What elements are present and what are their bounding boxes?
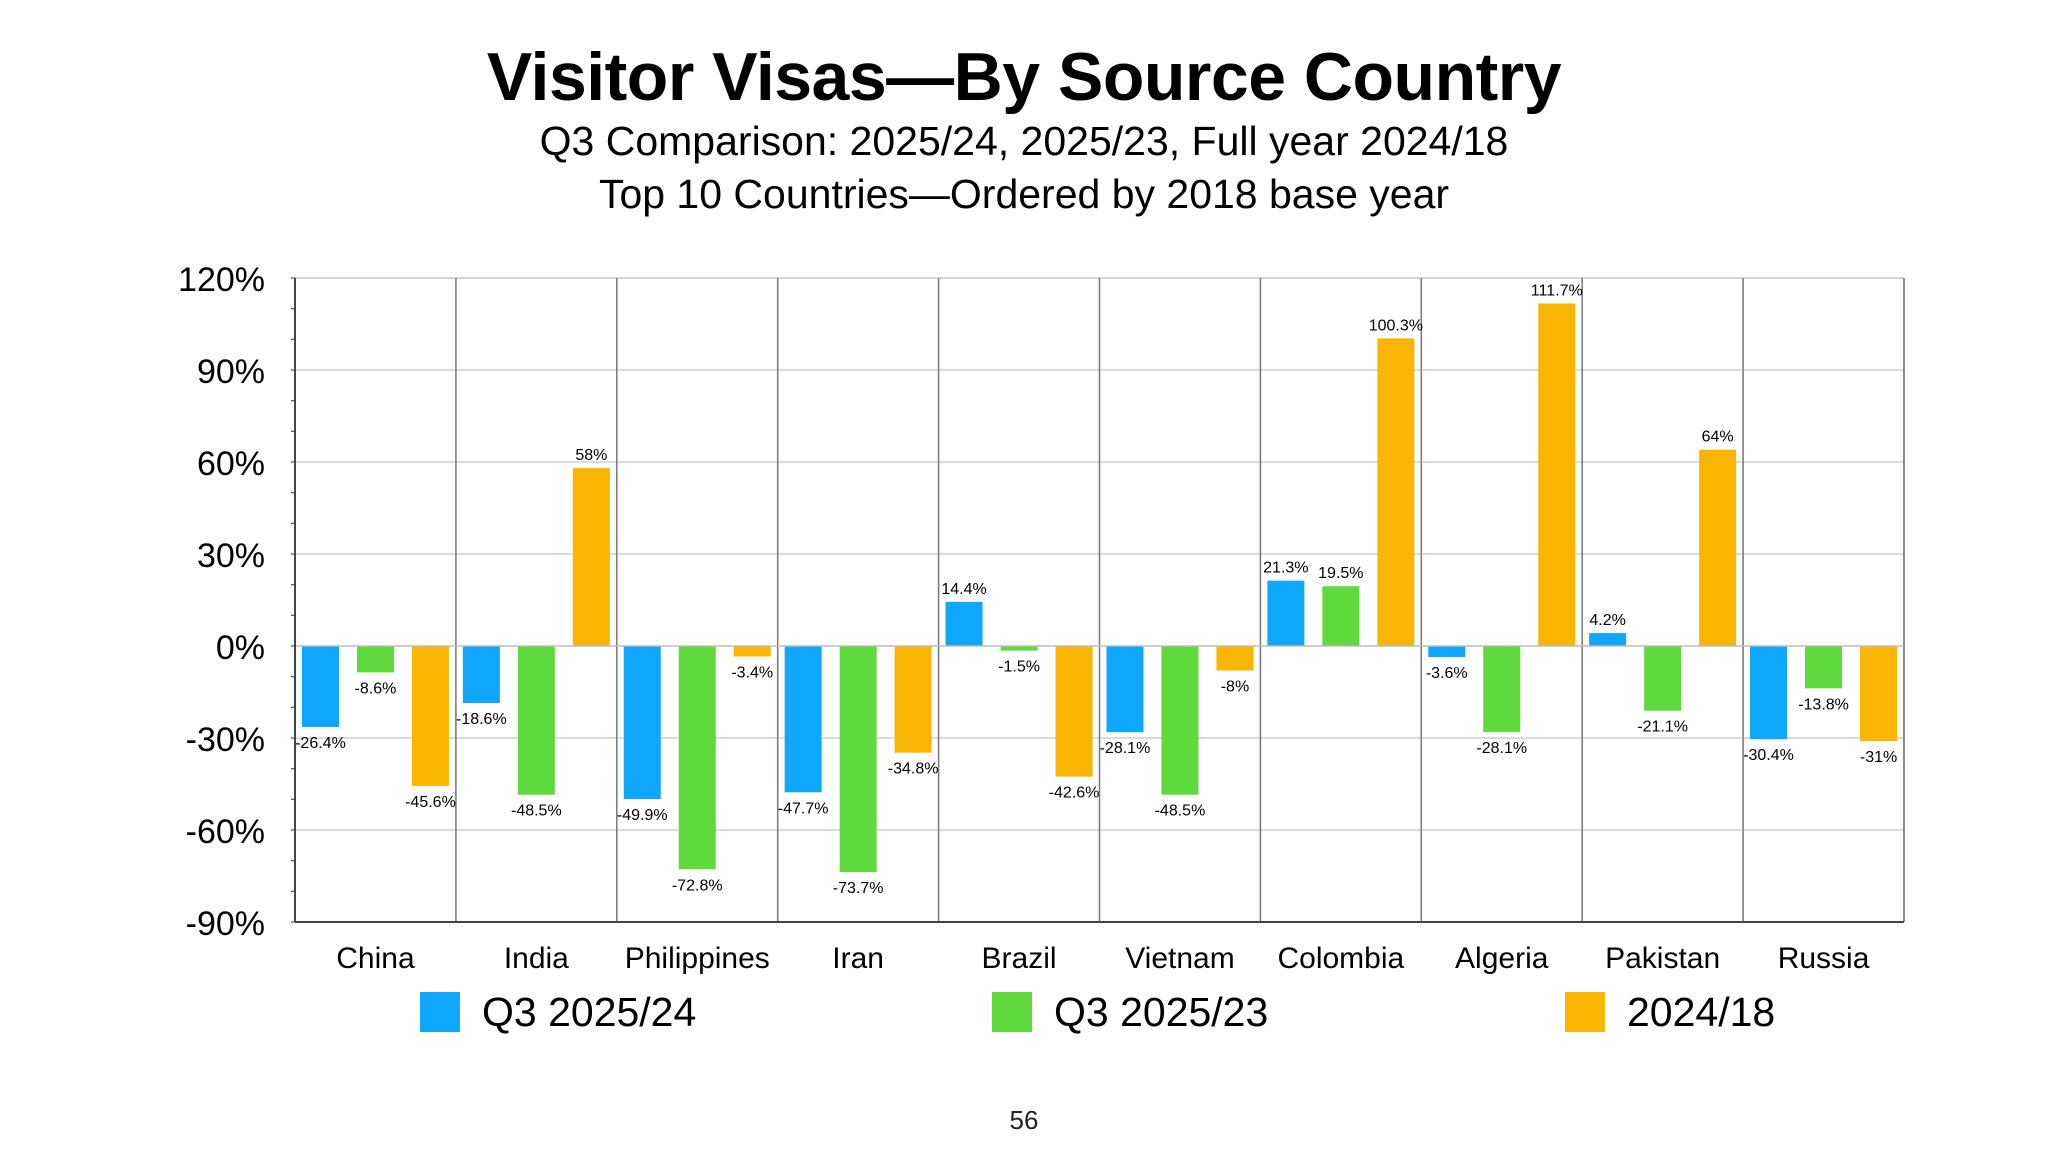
- y-tick-label: 30%: [197, 537, 265, 575]
- data-label: 58%: [575, 447, 607, 464]
- bar: [1860, 646, 1898, 742]
- x-tick-label: Pakistan: [1605, 942, 1720, 975]
- bar: [1589, 633, 1627, 646]
- data-label: -73.7%: [833, 880, 884, 897]
- data-label: -49.9%: [617, 807, 668, 824]
- data-label: -13.8%: [1798, 696, 1849, 713]
- legend-swatch: [1565, 992, 1605, 1032]
- y-tick-label: 60%: [197, 445, 265, 483]
- data-label: 4.2%: [1589, 612, 1625, 629]
- bar: [1750, 646, 1788, 740]
- bar: [1428, 646, 1466, 658]
- x-tick-label: Vietnam: [1125, 942, 1235, 975]
- data-label: -26.4%: [295, 735, 346, 752]
- page-number: 56: [1009, 1105, 1039, 1135]
- bar: [517, 646, 555, 795]
- y-tick-label: -60%: [186, 813, 265, 851]
- bar: [1699, 449, 1737, 646]
- data-label: -21.1%: [1637, 719, 1688, 736]
- x-tick-label: Philippines: [625, 942, 770, 975]
- bar: [784, 646, 822, 793]
- data-label: -28.1%: [1476, 740, 1527, 757]
- legend-item-q3-2025-23: Q3 2025/23: [992, 986, 1268, 1038]
- bar: [945, 601, 983, 646]
- bar: [894, 646, 932, 753]
- chart-subtitle-line1: Q3 Comparison: 2025/24, 2025/23, Full ye…: [539, 118, 1509, 164]
- legend-item-2024-18: 2024/18: [1565, 986, 1775, 1038]
- data-label: 19.5%: [1318, 565, 1363, 582]
- bar: [356, 646, 394, 673]
- data-label: 64%: [1702, 429, 1734, 446]
- legend-item-q3-2025-24: Q3 2025/24: [420, 986, 696, 1038]
- legend-label: Q3 2025/23: [1054, 988, 1269, 1035]
- bar: [1377, 338, 1415, 646]
- data-label: -3.6%: [1426, 665, 1468, 682]
- data-label: -28.1%: [1100, 740, 1151, 757]
- bar: [839, 646, 877, 873]
- data-label: -72.8%: [672, 877, 723, 894]
- bar: [733, 646, 771, 657]
- data-label: 100.3%: [1369, 317, 1423, 334]
- legend-swatch: [420, 992, 460, 1032]
- bar: [572, 468, 610, 646]
- bar: [1644, 646, 1682, 711]
- x-axis: China India Philippines Iran Brazil Vietnam Co…: [295, 921, 1904, 975]
- chart-subtitle-line2: Top 10 Countries—Ordered by 2018 base ye…: [598, 171, 1450, 217]
- data-label: -3.4%: [731, 664, 773, 681]
- x-tick-label: China: [336, 942, 415, 975]
- chart-title: Visitor Visas—By Source Country: [486, 39, 1562, 115]
- data-label: 14.4%: [941, 581, 986, 598]
- data-label: -48.5%: [511, 803, 562, 820]
- data-label: 111.7%: [1531, 282, 1583, 299]
- bar: [1267, 580, 1305, 646]
- x-tick-label: Brazil: [982, 942, 1057, 975]
- data-label: -8.6%: [355, 680, 397, 697]
- bar: [1483, 646, 1521, 733]
- x-tick-label: Russia: [1778, 942, 1870, 975]
- x-tick-label: Colombia: [1277, 942, 1404, 975]
- legend-label: Q3 2025/24: [482, 988, 697, 1035]
- bar: [1805, 646, 1843, 689]
- data-label: -31%: [1860, 749, 1897, 766]
- y-tick-label: -30%: [186, 721, 265, 759]
- y-axis: 120% 90% 60% 30% 0% -30% -60% -90%: [178, 261, 296, 943]
- data-label: -42.6%: [1049, 785, 1100, 802]
- x-tick-label: Iran: [832, 942, 884, 975]
- legend-swatch: [992, 992, 1032, 1032]
- data-label: -48.5%: [1155, 803, 1206, 820]
- bar: [1538, 303, 1576, 646]
- category-separators: [455, 278, 1905, 922]
- bar: [301, 646, 339, 727]
- data-label: -34.8%: [888, 761, 939, 778]
- x-tick-label: Algeria: [1455, 942, 1549, 975]
- bar: [678, 646, 716, 870]
- y-tick-label: 120%: [178, 261, 265, 299]
- y-tick-label: 0%: [216, 629, 265, 667]
- bar: [1216, 646, 1254, 671]
- data-label: -1.5%: [998, 659, 1040, 676]
- bar: [1106, 646, 1144, 733]
- data-label: -30.4%: [1743, 747, 1794, 764]
- data-label: 21.3%: [1263, 560, 1308, 577]
- data-label: -45.6%: [405, 794, 456, 811]
- legend-label: 2024/18: [1627, 988, 1776, 1035]
- bar-labels: -26.4% -18.6% -49.9% -47.7% 14.4% -28.1% 21.3%…: [295, 282, 1897, 897]
- y-tick-label: -90%: [186, 905, 265, 943]
- bar: [1322, 586, 1360, 646]
- bar: [411, 646, 449, 786]
- bar: [1055, 646, 1093, 777]
- x-tick-label: India: [504, 942, 569, 975]
- bar: [623, 646, 661, 800]
- data-label: -18.6%: [456, 711, 507, 728]
- bar: [1000, 646, 1038, 651]
- data-label: -47.7%: [778, 800, 829, 817]
- data-label: -8%: [1221, 679, 1249, 696]
- y-tick-label: 90%: [197, 353, 265, 391]
- bars: [301, 303, 1898, 873]
- bar: [1161, 646, 1199, 795]
- bar: [462, 646, 500, 704]
